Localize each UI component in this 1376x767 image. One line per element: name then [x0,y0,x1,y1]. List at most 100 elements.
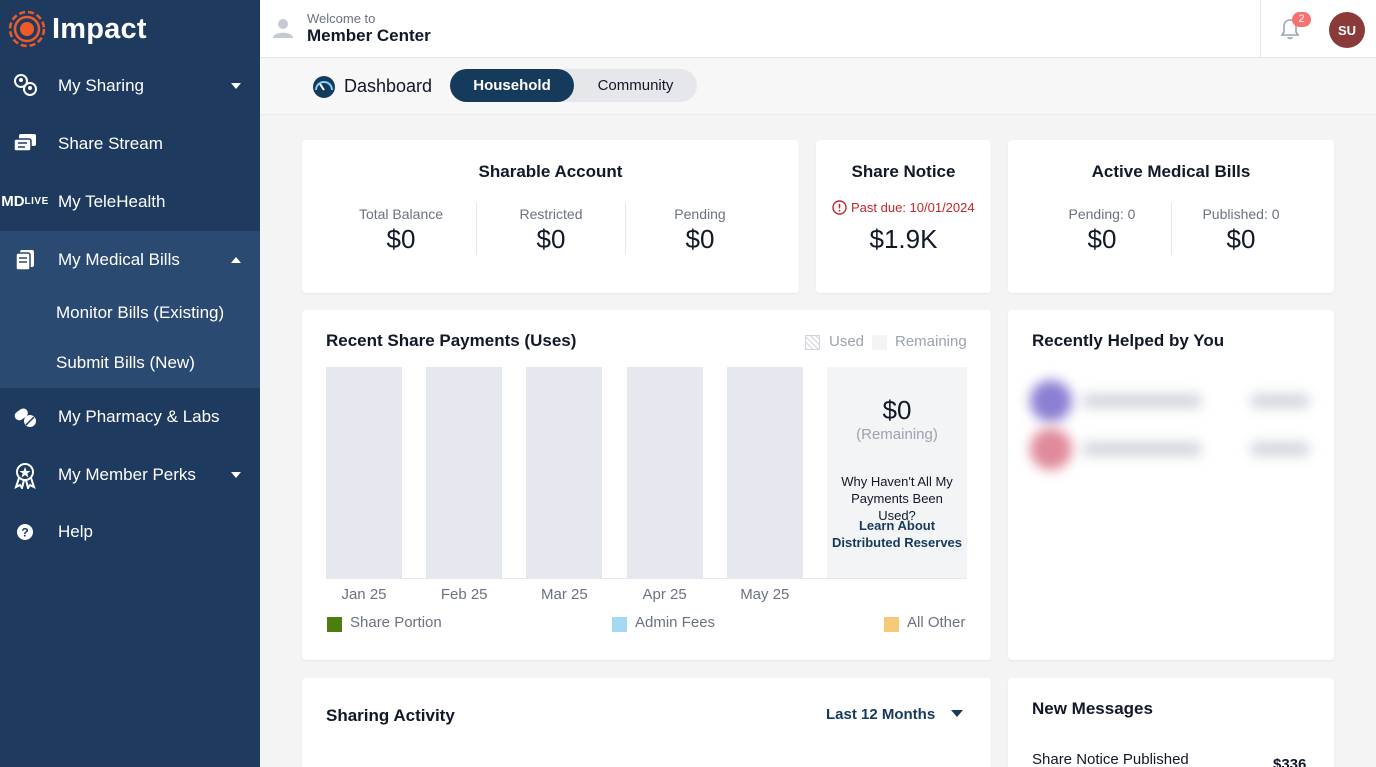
stat-value: $0 [1087,224,1117,254]
tab-household[interactable]: Household [450,69,574,102]
stat-value: $0 [536,224,566,254]
sidebar: Impact My Sharing Share Stream MD LIVE M… [0,0,260,767]
sidebar-item-pharmacy[interactable]: My Pharmacy & Labs [0,388,260,446]
all-other-label: All Other [907,614,966,631]
remaining-label: (Remaining) [856,426,938,443]
page-title: Member Center [307,26,431,45]
bar-feb-25[interactable] [426,367,503,578]
sidebar-item-label: My Sharing [58,76,144,95]
sidebar-item-label: My Pharmacy & Labs [58,407,220,426]
x-tick-label: Jan 25 [341,586,387,603]
sharing-activity-card: Sharing Activity Last 12 Months [302,678,991,767]
alert-circle-icon [832,200,848,215]
chevron-down-icon [951,710,964,717]
chevron-up-icon[interactable] [231,257,241,263]
range-select-value: Last 12 Months [826,706,936,723]
chat-stream-icon [10,129,40,159]
x-tick-label: Mar 25 [541,586,588,603]
stat-label: Published: 0 [1202,206,1280,222]
chart-baseline [326,578,967,579]
tab-community[interactable]: Community [597,77,674,94]
distributed-reserves-link[interactable]: Learn About Distributed Reserves [831,518,963,550]
svg-text:?: ? [21,526,28,540]
sidebar-item-help[interactable]: ? Help [0,503,260,561]
sidebar-item-medical-bills[interactable]: My Medical Bills [0,231,260,289]
brand-name: Impact [52,12,147,45]
placeholder-bar [1082,394,1202,408]
impact-logo-icon [8,10,46,48]
remaining-legend-swatch [872,335,887,350]
share-notice-card[interactable]: Share Notice Past due: 10/01/2024 $1.9K [816,140,991,293]
remaining-amount: $0 [882,395,912,425]
bar-apr-25[interactable] [626,367,703,578]
stat-total-balance: Total Balance $0 [326,206,476,255]
avatar[interactable]: SU [1329,12,1365,48]
stat-pending: Pending $0 [625,206,775,255]
remaining-legend-label: Remaining [895,333,967,350]
avatar [1030,428,1072,470]
card-title: New Messages [1032,699,1153,718]
users-share-icon [10,71,40,101]
stat-label: Pending [674,206,726,222]
sharable-account-card: Sharable Account Total Balance $0 Restri… [302,140,799,293]
sidebar-item-label: My Member Perks [58,465,196,484]
stat-bills-published: Published: 0 $0 [1171,206,1311,255]
x-tick-label: Apr 25 [642,586,687,603]
sidebar-item-label: Share Stream [58,134,163,153]
x-tick-label: May 25 [740,586,790,603]
sidebar-item-telehealth[interactable]: MD LIVE My TeleHealth [0,173,260,231]
chevron-down-icon[interactable] [231,472,241,478]
md-live-icon-bottom: LIVE [24,195,49,207]
recent-share-payments-card: Recent Share Payments (Uses) Used Remain… [302,310,991,660]
sidebar-item-member-perks[interactable]: My Member Perks [0,446,260,504]
dashboard-label[interactable]: Dashboard [344,76,433,96]
sidebar-item-share-stream[interactable]: Share Stream [0,115,260,173]
welcome-subtitle: Welcome to [307,11,376,26]
dashboard-tab-row: Dashboard Household Community [260,58,1376,115]
share-portion-swatch [327,617,342,632]
md-live-icon-top: MD [1,192,25,210]
medical-bills-group [0,231,260,388]
stat-bills-pending: Pending: 0 $0 [1032,206,1172,255]
sidebar-item-label: Help [58,522,93,541]
avatar [1030,380,1072,422]
message-item-title[interactable]: Share Notice Published [1032,751,1189,767]
user-profile-icon [272,17,294,44]
stat-value: $0 [685,224,715,254]
recently-helped-card: Recently Helped by You [1008,310,1334,660]
bar-mar-25[interactable] [526,367,603,578]
brand-logo[interactable]: Impact [0,0,260,58]
stat-label: Pending: 0 [1068,206,1136,222]
dashboard-gauge-icon [312,75,336,104]
stat-label: Total Balance [358,206,444,222]
sidebar-item-my-sharing[interactable]: My Sharing [0,57,260,115]
award-icon [10,460,40,490]
card-title: Recently Helped by You [1032,331,1225,350]
divider [1260,0,1261,58]
all-other-swatch [884,617,899,632]
stat-label: Restricted [519,206,583,222]
divider [1171,203,1172,255]
sidebar-subitem-submit-bills[interactable]: Submit Bills (New) [56,353,195,372]
past-due-text: Past due: 10/01/2024 [851,200,975,215]
active-medical-bills-card: Active Medical Bills Pending: 0 $0 Publi… [1008,140,1334,293]
bar-may-25[interactable] [726,367,803,578]
pills-icon [10,402,40,432]
document-icon [10,245,40,275]
notification-badge: 2 [1292,12,1311,27]
placeholder-bar [1082,442,1202,456]
admin-fees-swatch [612,617,627,632]
bar-jan-25[interactable] [326,367,402,578]
divider [625,203,626,255]
share-notice-amount: $1.9K [869,224,938,254]
placeholder-bar [1250,442,1310,456]
top-bar: Welcome to Member Center 2 SU [260,0,1376,58]
range-select[interactable]: Last 12 Months [826,706,964,723]
sidebar-subitem-monitor-bills[interactable]: Monitor Bills (Existing) [56,303,225,322]
card-title: Active Medical Bills [1091,162,1251,181]
sidebar-item-label: My Medical Bills [58,250,180,269]
card-title: Sharable Account [478,162,623,181]
chevron-down-icon[interactable] [231,83,241,89]
household-community-toggle: Household Community [450,69,697,102]
message-item-amount: $336 [1273,756,1307,767]
